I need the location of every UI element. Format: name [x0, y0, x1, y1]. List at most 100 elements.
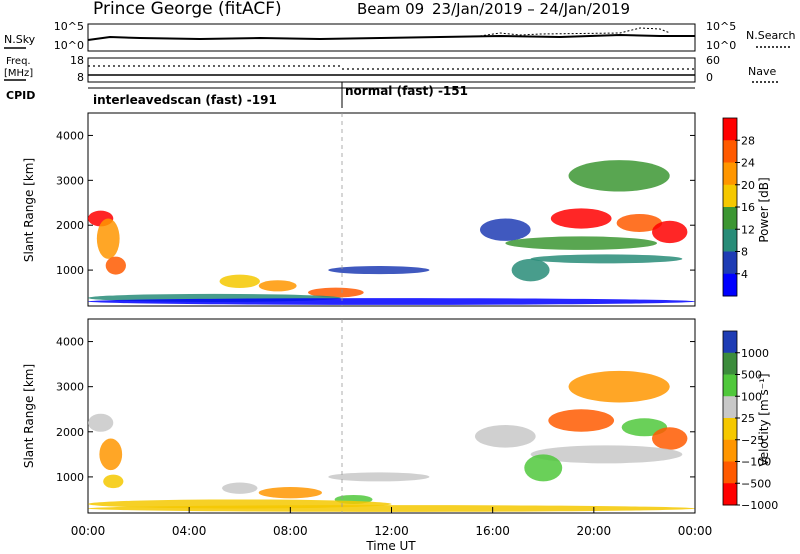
cpid-segment-1: interleavedscan (fast) -191: [93, 93, 277, 107]
freq-unit: [MHz]: [4, 68, 33, 79]
velocity-colorbar-tick-label-7: −1000: [741, 499, 778, 512]
power-echo-region-15: [511, 258, 550, 282]
time-tick-label-4: 16:00: [475, 524, 510, 538]
velocity-echo-region-14: [568, 370, 670, 403]
power-ytick-label-0: 1000: [56, 264, 84, 277]
power-ytick-label-1: 2000: [56, 219, 84, 232]
nsky-tick-top: 10^5: [54, 20, 84, 33]
velocity-echo-region-9: [548, 409, 615, 432]
freq-tick-bottom: 8: [77, 71, 84, 84]
power-echo-region-7: [328, 266, 430, 275]
power-echo-region-2: [105, 256, 126, 275]
nsearch-trace: [479, 27, 671, 37]
power-colorbar-swatch-6: [723, 251, 737, 275]
velocity-echo-region-11: [652, 427, 688, 450]
power-colorbar-swatch-5: [723, 229, 737, 252]
power-colorbar-tick-label-3: 16: [741, 201, 755, 214]
velocity-y-axis: 1000 2000 3000 4000: [56, 336, 695, 484]
velocity-colorbar: 1000 500 100 25 −25 −100 −500 −1000: [722, 330, 778, 512]
power-colorbar-swatch-0: [723, 118, 737, 141]
velocity-data-layer: [88, 370, 695, 512]
velocity-colorbar-tick-label-1: 500: [741, 369, 762, 382]
power-echo-region-11: [652, 220, 688, 244]
nave-label: Nave: [748, 65, 776, 78]
station-title: Prince George (fitACF): [93, 0, 282, 19]
power-y-axis: 1000 2000 3000 4000: [56, 129, 695, 277]
nave-tick-bottom: 0: [706, 71, 713, 84]
power-echo-region-3: [219, 274, 260, 289]
time-axis: 00:00 04:00 08:00 12:00 16:00 20:00 00:00: [71, 507, 713, 538]
velocity-echo-region-1: [99, 438, 123, 471]
power-colorbar-tick-label-6: 4: [741, 268, 748, 281]
power-colorbar-swatch-7: [723, 273, 737, 297]
power-echo-region-9: [550, 208, 612, 229]
velocity-colorbar-tick-label-3: 25: [741, 412, 755, 425]
power-colorbar-tick-label-2: 20: [741, 179, 755, 192]
power-echo-region-5: [308, 287, 364, 298]
power-colorbar-swatch-3: [723, 184, 737, 208]
power-colorbar-tick-label-4: 12: [741, 223, 755, 236]
velocity-colorbar-label: Velocity [m s⁻¹]: [757, 373, 771, 466]
velocity-ylabel: Slant Range [km]: [22, 364, 36, 468]
nsky-label: N.Sky: [4, 33, 36, 46]
power-colorbar: 28 24 20 16 12 8 4: [722, 117, 755, 297]
velocity-colorbar-tick-label-6: −500: [741, 477, 771, 490]
time-axis-label: Time UT: [365, 539, 416, 553]
freq-tick-top: 18: [70, 54, 84, 67]
velocity-ytick-label-0: 1000: [56, 471, 84, 484]
power-panel: 1000 2000 3000 4000 Slant Range [km] 28 24 20…: [22, 112, 771, 307]
power-colorbar-label: Power [dB]: [757, 177, 771, 242]
velocity-echo-region-8: [474, 425, 536, 448]
power-echo-region-12: [505, 236, 658, 250]
power-echo-region-16: [88, 298, 695, 305]
cpid-segment-2: normal (fast) -151: [345, 84, 468, 98]
velocity-echo-region-12: [530, 445, 683, 464]
velocity-echo-region-0: [88, 413, 114, 432]
power-echo-region-8: [480, 218, 531, 241]
nsearch-tick-bottom: 10^0: [706, 39, 736, 52]
nsky-tick-bottom: 10^0: [54, 39, 84, 52]
velocity-colorbar-swatch-3: [723, 396, 737, 419]
power-echo-region-1: [96, 218, 120, 259]
nsearch-label: N.Search: [746, 29, 796, 42]
velocity-colorbar-swatch-1: [723, 352, 737, 375]
power-ylabel: Slant Range [km]: [22, 158, 36, 262]
velocity-colorbar-swatch-2: [723, 374, 737, 397]
nave-tick-top: 60: [706, 54, 720, 67]
power-colorbar-swatch-1: [723, 140, 737, 163]
power-colorbar-swatch-2: [723, 162, 737, 186]
velocity-echo-region-4: [258, 487, 322, 499]
velocity-panel: 1000 2000 3000 4000 Slant Range [km] 1000 50…: [22, 318, 778, 553]
beam-label: Beam 09: [357, 0, 424, 18]
power-echo-region-13: [530, 254, 683, 264]
time-tick-label-1: 04:00: [172, 524, 207, 538]
velocity-echo-region-6: [328, 472, 430, 482]
power-plot-area: [87, 112, 696, 307]
velocity-colorbar-tick-label-0: 1000: [741, 347, 769, 360]
velocity-ytick-label-3: 4000: [56, 336, 84, 349]
power-ytick-label-2: 3000: [56, 174, 84, 187]
time-tick-label-6: 00:00: [678, 524, 713, 538]
velocity-colorbar-tick-label-4: −25: [741, 434, 764, 447]
velocity-echo-region-3: [222, 482, 258, 494]
nsky-trace: [87, 33, 695, 41]
cpid-label: CPID: [6, 89, 35, 102]
velocity-colorbar-tick-label-2: 100: [741, 390, 762, 403]
velocity-ytick-label-2: 3000: [56, 381, 84, 394]
power-echo-region-14: [568, 160, 670, 192]
power-colorbar-tick-label-0: 28: [741, 134, 755, 147]
power-data-layer: [87, 160, 695, 305]
velocity-colorbar-tick-label-5: −100: [741, 456, 771, 469]
time-tick-label-2: 08:00: [273, 524, 308, 538]
nsearch-tick-top: 10^5: [706, 20, 736, 33]
velocity-ytick-label-1: 2000: [56, 426, 84, 439]
power-colorbar-tick-label-5: 8: [741, 246, 748, 259]
date-range: 23/Jan/2019 – 24/Jan/2019: [432, 0, 630, 18]
power-ytick-label-3: 4000: [56, 129, 84, 142]
velocity-colorbar-swatch-5: [723, 439, 737, 462]
time-tick-label-0: 00:00: [71, 524, 106, 538]
power-colorbar-tick-label-1: 24: [741, 157, 755, 170]
time-tick-label-3: 12:00: [374, 524, 409, 538]
power-echo-region-4: [258, 280, 297, 292]
